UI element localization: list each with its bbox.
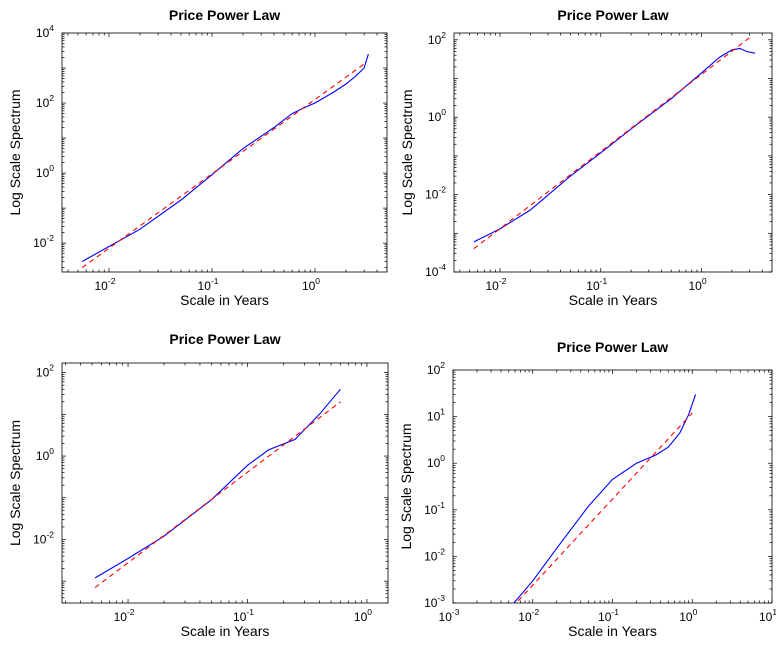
y-axis-label: Log Scale Spectrum (399, 89, 415, 215)
y-tick-label: 102 (427, 360, 445, 377)
y-tick-label: 10-2 (424, 546, 445, 563)
x-axis-label: Scale in Years (568, 623, 657, 639)
axes-box (453, 32, 773, 273)
spectrum-line-blue (81, 53, 369, 262)
y-tick-label: 100 (36, 163, 54, 180)
x-tick-label: 100 (679, 607, 697, 624)
y-axis-label: Log Scale Spectrum (7, 420, 23, 546)
subplot-bottom-left: 10-2 10-1 100 10-2 100 102 Price Power Law Scal… (7, 331, 389, 639)
x-tick-label: 10-2 (95, 276, 116, 293)
x-tick-label: 10-1 (598, 607, 619, 624)
chart-title: Price Power Law (169, 331, 280, 347)
axes-box (452, 369, 773, 604)
chart-title: Price Power Law (169, 7, 280, 23)
y-tick-label: 104 (36, 23, 54, 40)
fit-line-dashed-red (94, 401, 341, 589)
x-tick-label: 10-2 (518, 607, 539, 624)
subplot-bottom-right: 10-3 10-2 10-1 100 101 10-3 10-2 10-1 100 101 102 P… (398, 339, 776, 639)
y-axis-label: Log Scale Spectrum (398, 423, 414, 549)
spectrum-line-blue (94, 388, 341, 579)
y-tick-label: 10-2 (425, 185, 446, 202)
y-tick-label: 101 (427, 407, 445, 424)
subplot-top-right: 10-2 10-1 100 10-4 10-2 100 102 Price Power Law… (399, 7, 773, 308)
chart-title: Price Power Law (557, 339, 668, 355)
x-tick-label: 10-2 (114, 607, 135, 624)
axes-box (61, 32, 388, 273)
spectrum-line-blue (473, 47, 756, 243)
fit-line-dashed-red (473, 34, 753, 250)
chart-title: Price Power Law (557, 7, 668, 23)
x-axis-label: Scale in Years (181, 623, 270, 639)
y-tick-label: 10-2 (33, 529, 54, 546)
x-axis-label: Scale in Years (569, 292, 658, 308)
y-tick-label: 10-1 (424, 500, 445, 517)
y-tick-label: 100 (428, 107, 446, 124)
x-tick-label: 10-3 (439, 607, 460, 624)
x-tick-label: 10-2 (485, 276, 506, 293)
y-axis-label: Log Scale Spectrum (7, 89, 23, 215)
y-tick-label: 102 (36, 93, 54, 110)
axes-box (61, 362, 389, 604)
subplot-top-left: 10-2 10-1 100 10-2 100 102 104 Price Power Law S… (7, 7, 388, 308)
y-tick-label: 100 (427, 453, 445, 470)
x-tick-label: 10-1 (198, 276, 219, 293)
x-axis-label: Scale in Years (180, 292, 269, 308)
x-tick-label: 10-1 (586, 276, 607, 293)
spectrum-line-blue (513, 394, 697, 603)
y-tick-label: 10-2 (33, 233, 54, 250)
x-tick-label: 10-1 (233, 607, 254, 624)
y-tick-label: 102 (36, 363, 54, 380)
x-tick-label: 100 (689, 276, 707, 293)
y-tick-label: 100 (36, 446, 54, 463)
y-tick-label: 102 (428, 30, 446, 47)
y-tick-label: 10-3 (424, 593, 445, 610)
x-tick-label: 100 (354, 607, 372, 624)
fit-line-dashed-red (81, 61, 368, 269)
x-tick-label: 100 (302, 276, 320, 293)
y-tick-label: 10-4 (425, 262, 446, 279)
x-tick-label: 101 (759, 607, 776, 624)
